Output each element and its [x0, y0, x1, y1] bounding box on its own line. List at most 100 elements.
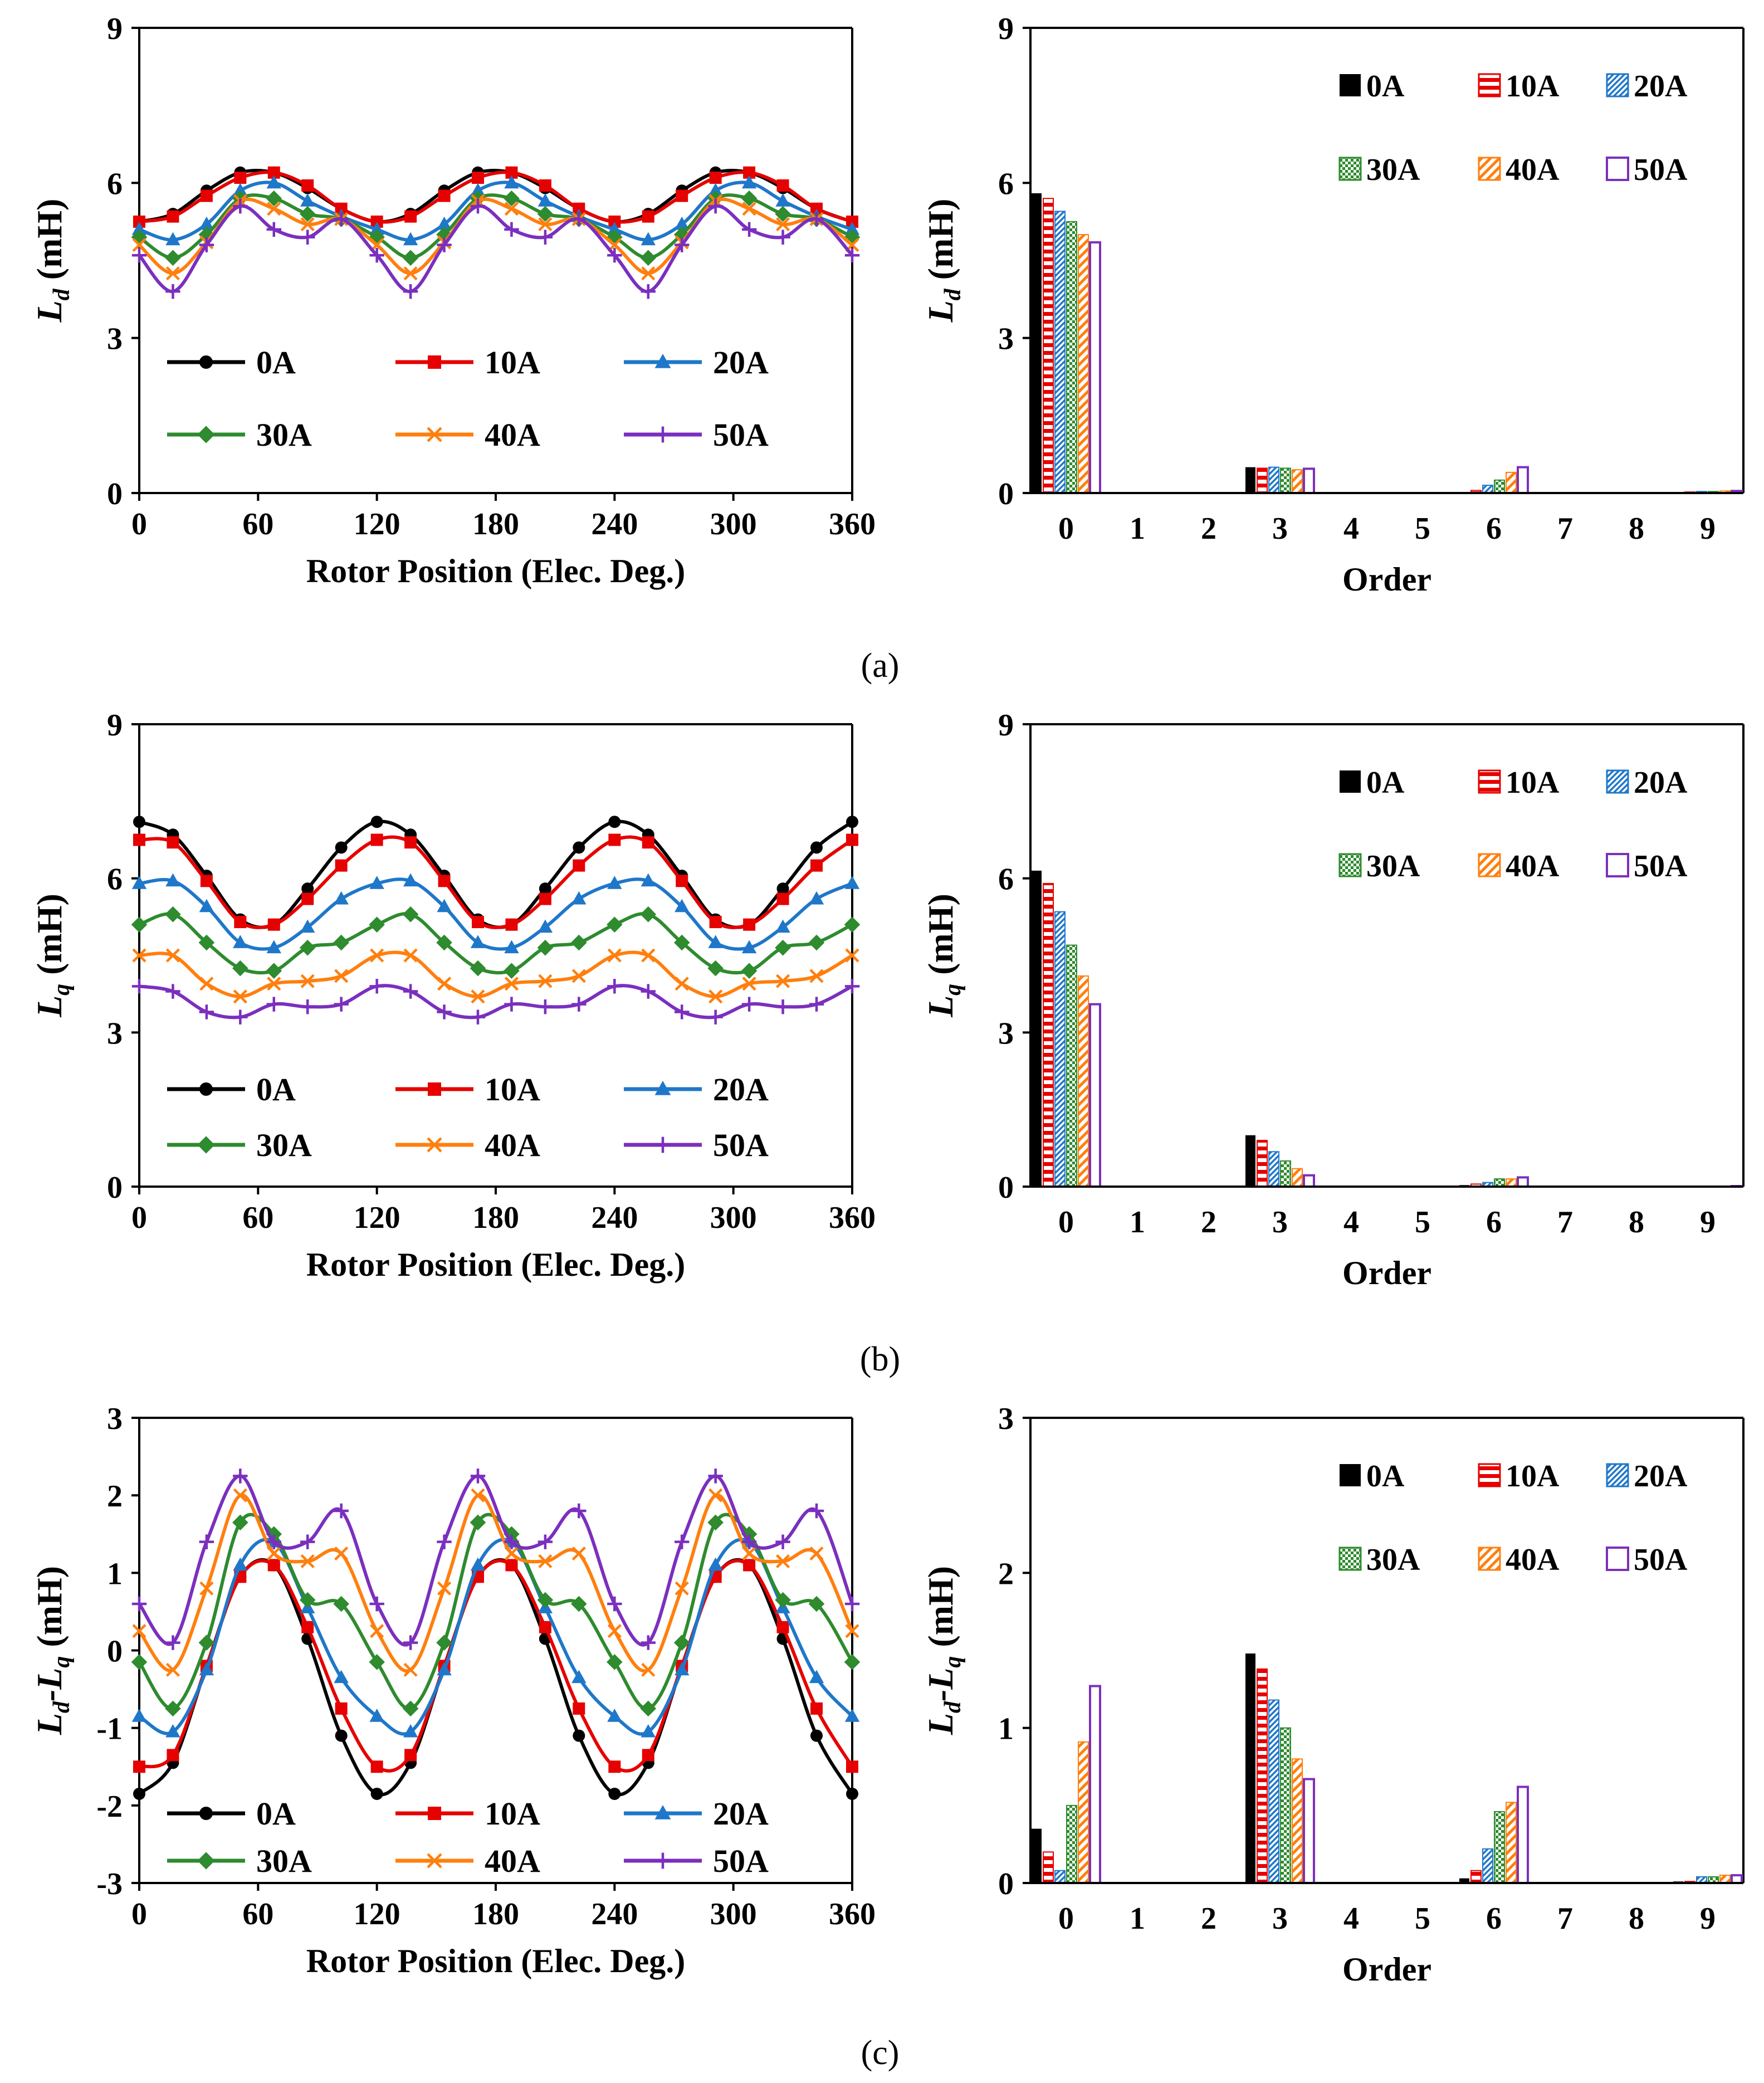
y-label-symbol-2: -L	[921, 1668, 960, 1701]
marker-triangle	[675, 1662, 690, 1676]
marker-plus	[741, 1534, 757, 1549]
marker-circle	[199, 1082, 213, 1096]
bar-40A-order-9	[1719, 1875, 1731, 1884]
line-chart-c: -3 -2 -1 0 1 2 3 0 60 120 180 240 300 360 Rotor Positi…	[30, 1402, 876, 1979]
series-line-40A	[138, 197, 853, 275]
marker-square	[370, 215, 383, 228]
marker-plus	[607, 248, 622, 263]
marker-circle	[133, 816, 145, 828]
marker-triangle	[641, 1724, 656, 1738]
marker-plus	[334, 1503, 349, 1519]
marker-x	[708, 989, 723, 1004]
marker-diamond	[436, 226, 452, 243]
marker-circle	[573, 1729, 585, 1742]
marker-diamond	[436, 934, 452, 951]
marker-circle	[810, 1729, 823, 1742]
marker-square	[472, 172, 484, 184]
marker-x	[403, 1662, 418, 1677]
x-tick-label: 300	[710, 507, 757, 542]
x-tick-label: 9	[1700, 1205, 1716, 1240]
marker-x	[165, 266, 180, 281]
marker-square	[428, 355, 441, 369]
marker-plus	[403, 1635, 418, 1650]
x-tick-label: 180	[472, 1201, 519, 1235]
y-tick-label: -1	[96, 1712, 123, 1747]
marker-square	[428, 1082, 441, 1096]
x-tick-label: 1	[1130, 1901, 1145, 1936]
marker-plus	[165, 984, 180, 999]
marker-x	[607, 1624, 622, 1638]
marker-square	[428, 1807, 441, 1820]
marker-square	[505, 166, 518, 179]
x-tick-label: 0	[1058, 1205, 1074, 1240]
marker-plus	[809, 997, 824, 1012]
marker-x	[165, 948, 180, 963]
marker-plus	[369, 1596, 384, 1612]
marker-diamond	[537, 939, 554, 956]
marker-square	[133, 833, 145, 846]
marker-square	[167, 1749, 179, 1762]
marker-plus	[641, 284, 656, 299]
legend-label-0A: 0A	[1366, 69, 1405, 104]
marker-plus	[675, 1534, 690, 1549]
x-tick-label: 60	[242, 1201, 273, 1235]
legend-label-0A: 0A	[1366, 1459, 1405, 1494]
marker-square	[709, 172, 722, 184]
y-label-symbol: L	[921, 300, 960, 323]
panel-label-c: (c)	[861, 2034, 900, 2072]
marker-triangle	[470, 935, 486, 948]
legend-label-30A: 30A	[1366, 1543, 1420, 1577]
y-label-subscript-2: q	[49, 1656, 75, 1668]
legend-swatch-30A	[1338, 853, 1362, 877]
marker-x	[675, 1581, 689, 1596]
x-tick-label: 240	[591, 1201, 638, 1235]
marker-diamond	[299, 939, 316, 956]
marker-x	[845, 1624, 859, 1638]
marker-plus	[199, 1534, 214, 1549]
x-tick-label: 60	[242, 507, 273, 542]
bar-50A-order-3	[1303, 1174, 1315, 1188]
x-axis-label: Rotor Position (Elec. Deg.)	[306, 553, 685, 589]
marker-triangle	[708, 935, 723, 948]
marker-triangle	[199, 216, 214, 230]
marker-circle	[370, 816, 383, 828]
marker-diamond	[571, 1596, 587, 1612]
series-line-20A	[138, 181, 853, 242]
marker-diamond	[131, 916, 148, 933]
x-tick-label: 360	[829, 507, 876, 542]
y-label-symbol: L	[30, 300, 69, 323]
marker-circle	[608, 816, 621, 828]
legend-swatch-50A	[1606, 157, 1629, 181]
y-label-subscript: d	[49, 1701, 75, 1713]
bar-40A-order-6	[1506, 1178, 1517, 1188]
marker-plus	[233, 1009, 248, 1025]
marker-plus	[708, 1469, 723, 1484]
marker-diamond	[673, 934, 690, 951]
bar-0A-order-3	[1245, 467, 1255, 493]
x-tick-label: 360	[829, 1897, 876, 1931]
legend-swatch-40A	[1478, 1547, 1501, 1571]
y-tick-label: 9	[998, 708, 1014, 743]
legend-label-40A: 40A	[1506, 1543, 1560, 1577]
bar-30A-order-0	[1066, 1804, 1077, 1884]
legend-swatch-40A	[1478, 853, 1501, 877]
bar-50A-order-0	[1089, 241, 1101, 494]
marker-plus	[844, 248, 860, 263]
marker-square	[676, 875, 688, 887]
x-tick-label: 120	[354, 507, 400, 542]
marker-square	[539, 892, 551, 905]
marker-plus	[470, 198, 486, 214]
marker-triangle	[537, 193, 553, 207]
marker-triangle	[131, 1709, 147, 1722]
marker-x	[199, 1581, 214, 1596]
marker-triangle	[654, 1805, 671, 1819]
x-tick-label: 7	[1557, 511, 1573, 546]
legend-label-30A: 30A	[1366, 153, 1420, 187]
marker-plus	[334, 997, 349, 1012]
y-label-symbol-2: -L	[30, 1668, 69, 1701]
bar-10A-order-0	[1043, 1851, 1054, 1884]
marker-x	[607, 948, 622, 963]
marker-triangle	[369, 1709, 384, 1722]
